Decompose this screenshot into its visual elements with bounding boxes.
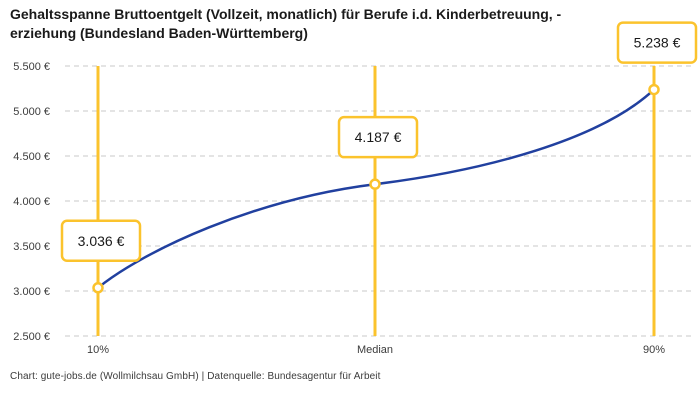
value-label-box <box>337 115 419 159</box>
y-axis-tick-label: 3.000 € <box>13 286 50 298</box>
data-point-marker <box>369 178 381 190</box>
data-point-marker <box>648 83 660 96</box>
y-axis-tick-label: 2.500 € <box>13 331 50 343</box>
value-label: 3.036 € <box>78 233 125 249</box>
y-axis-tick-label: 4.500 € <box>13 151 50 163</box>
y-axis-tick-label: 4.000 € <box>13 196 50 208</box>
y-axis-tick-label: 3.500 € <box>13 241 50 253</box>
value-label: 4.187 € <box>355 129 402 145</box>
x-axis-tick-label: 90% <box>643 344 665 356</box>
y-axis-tick-label: 5.500 € <box>13 61 50 73</box>
chart-footer-attribution: Chart: gute-jobs.de (Wollmilchsau GmbH) … <box>10 371 381 382</box>
value-label-box <box>60 219 142 263</box>
value-label: 5.238 € <box>634 35 681 51</box>
x-axis-tick-label: Median <box>357 344 393 356</box>
data-point-marker <box>92 282 104 294</box>
value-label-box <box>616 21 698 64</box>
x-axis-tick-label: 10% <box>87 344 109 356</box>
y-axis-tick-label: 5.000 € <box>13 106 50 118</box>
page-title: Gehaltsspanne Bruttoentgelt (Vollzeit, m… <box>10 6 562 41</box>
